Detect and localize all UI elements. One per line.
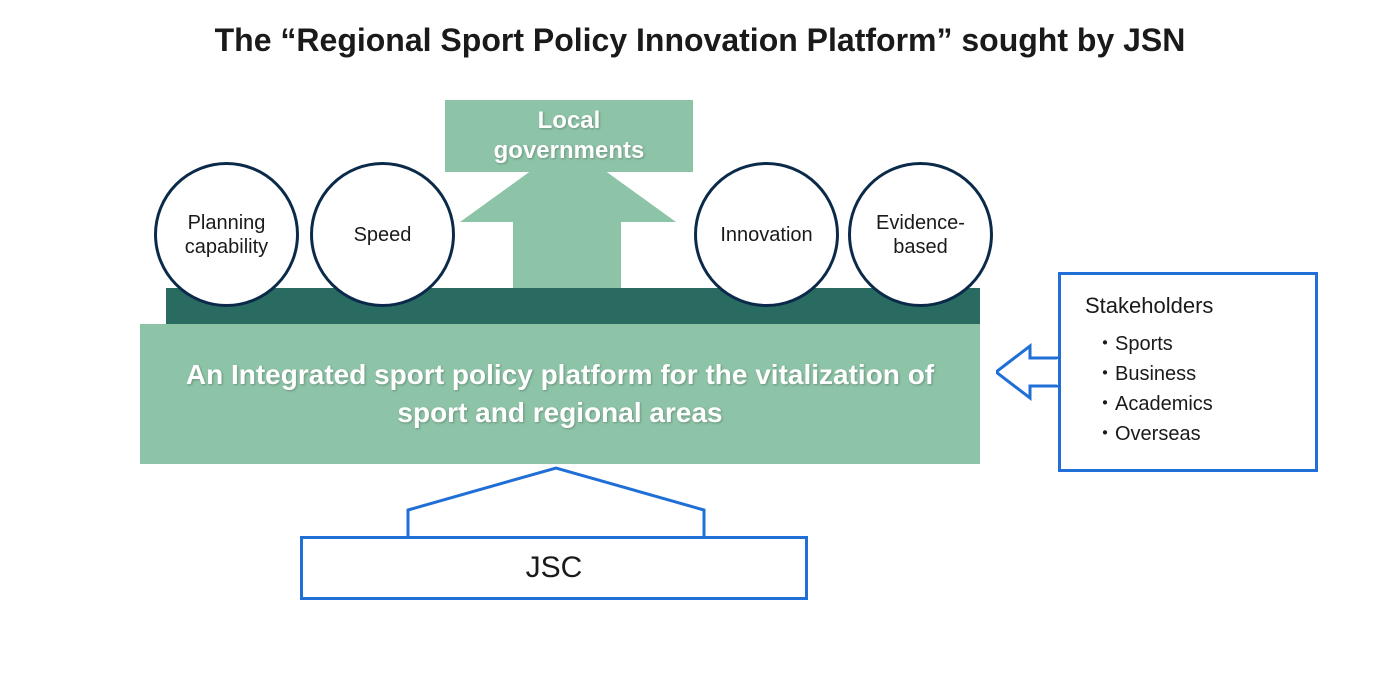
- circle-speed: Speed: [310, 162, 455, 307]
- circle-evidence-based: Evidence-based: [848, 162, 993, 307]
- circle-innovation: Innovation: [694, 162, 839, 307]
- stakeholders-list: ・Sports・Business・Academics・Overseas: [1085, 329, 1295, 449]
- jsc-label: JSC: [526, 551, 583, 585]
- local-governments-tag: Localgovernments: [445, 100, 693, 172]
- local-governments-label: Localgovernments: [494, 106, 645, 166]
- page-title: The “Regional Sport Policy Innovation Pl…: [0, 22, 1400, 59]
- circle-label: Evidence-based: [876, 211, 965, 259]
- stakeholders-title: Stakeholders: [1085, 293, 1295, 319]
- circle-label: Innovation: [720, 223, 812, 247]
- platform-top-bevel: [166, 288, 980, 324]
- jsc-connector-icon: [406, 466, 706, 540]
- circle-label: Planningcapability: [185, 211, 268, 259]
- platform-text: An Integrated sport policy platform for …: [180, 356, 940, 432]
- platform-slab: An Integrated sport policy platform for …: [140, 324, 980, 464]
- stakeholders-arrow-icon: [996, 342, 1060, 402]
- stakeholders-box: Stakeholders ・Sports・Business・Academics・…: [1058, 272, 1318, 472]
- circle-planning-capability: Planningcapability: [154, 162, 299, 307]
- circle-label: Speed: [354, 223, 412, 247]
- jsc-box: JSC: [300, 536, 808, 600]
